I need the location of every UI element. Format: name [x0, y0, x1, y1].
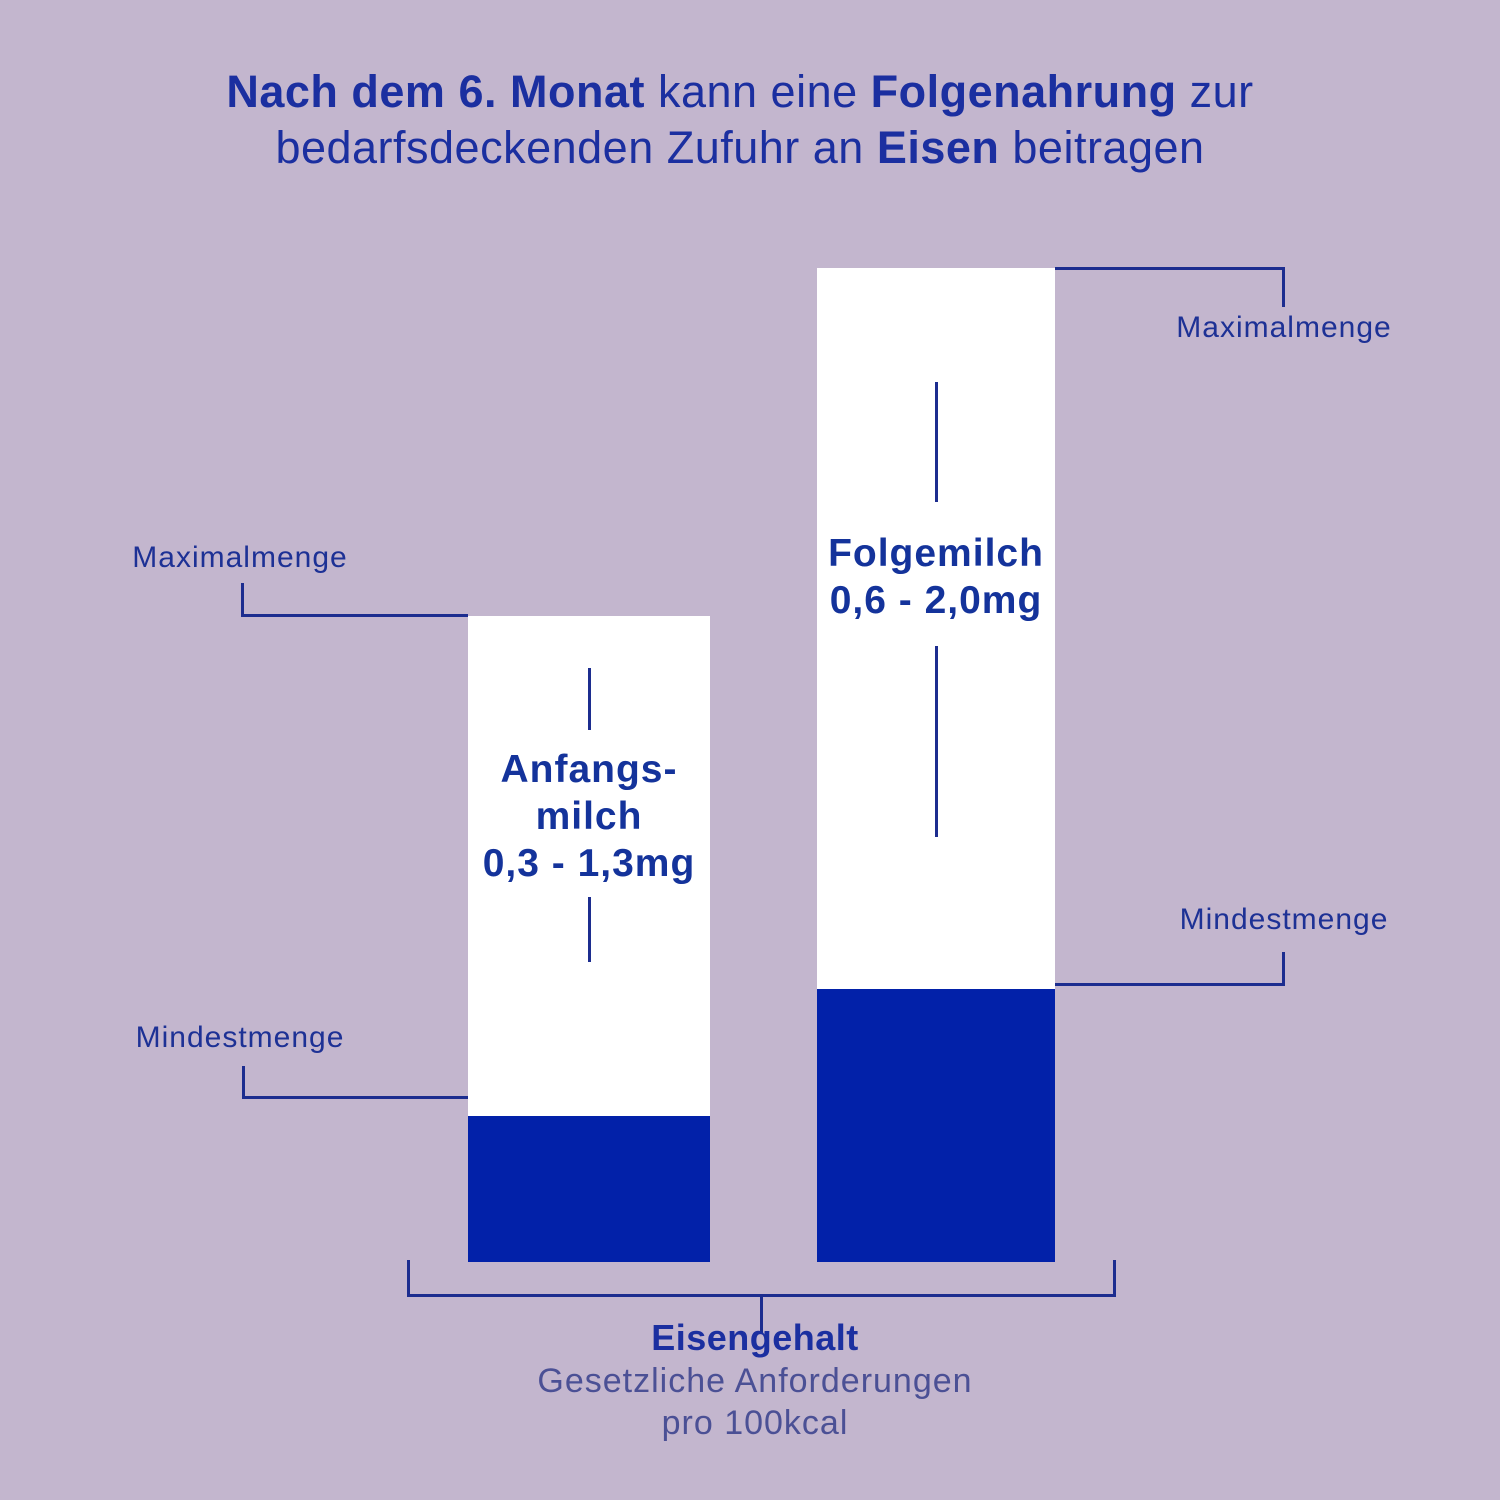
title-segment: beitragen — [999, 122, 1205, 173]
connector-mindestmenge-right-vertical — [1282, 952, 1285, 986]
title-segment: Nach dem 6. Monat — [226, 66, 645, 117]
connector-maximalmenge-left-horizontal — [241, 614, 468, 617]
connector-maximalmenge-right-vertical — [1282, 267, 1285, 307]
connector-maximalmenge-right-horizontal — [1055, 267, 1285, 270]
connector-mindestmenge-right-horizontal — [1055, 983, 1285, 986]
label-mindestmenge-right: Mindestmenge — [1179, 903, 1389, 936]
bar-folgemilch-top-tick — [935, 382, 938, 502]
bracket-center-tick — [760, 1294, 763, 1334]
label-mindestmenge-left: Mindestmenge — [135, 1021, 345, 1054]
axis-caption-title: Eisengehalt — [651, 1317, 859, 1358]
connector-mindestmenge-left-horizontal — [242, 1096, 468, 1099]
bracket-left-end — [407, 1260, 410, 1297]
bar-range-value: 0,6 - 2,0mg — [829, 579, 1043, 622]
axis-caption: Eisengehalt Gesetzliche Anforderungen pr… — [10, 1316, 1500, 1444]
title-segment: zur — [1176, 66, 1254, 117]
title-segment: Eisen — [876, 122, 1000, 173]
axis-caption-subtitle-1: Gesetzliche Anforderungen — [537, 1362, 973, 1400]
chart-title: Nach dem 6. Monat kann eine Folgenahrung… — [0, 64, 1480, 176]
bar-folgemilch-label: Folgemilch 0,6 - 2,0mg — [787, 530, 1085, 624]
bar-anfangsmilch-top-tick — [588, 668, 591, 730]
bar-folgemilch-min-fill — [817, 989, 1055, 1262]
bar-anfangsmilch-bottom-tick — [588, 897, 591, 962]
bar-name-line: milch — [535, 795, 643, 838]
bar-folgemilch: Folgemilch 0,6 - 2,0mg — [817, 268, 1055, 1262]
title-segment: kann eine — [644, 66, 871, 117]
bar-anfangsmilch: Anfangs- milch 0,3 - 1,3mg — [468, 616, 710, 1262]
title-line-1: Nach dem 6. Monat kann eine Folgenahrung… — [0, 64, 1480, 120]
connector-maximalmenge-left-vertical — [241, 583, 244, 617]
title-segment: bedarfsdeckenden Zufuhr an — [275, 122, 877, 173]
bar-name-line: Folgemilch — [828, 532, 1044, 575]
label-maximalmenge-left: Maximalmenge — [132, 541, 348, 574]
bar-folgemilch-bottom-tick — [935, 646, 938, 837]
axis-caption-subtitle-2: pro 100kcal — [661, 1404, 849, 1442]
title-segment: Folgenahrung — [870, 66, 1177, 117]
label-maximalmenge-right: Maximalmenge — [1176, 311, 1392, 344]
bar-anfangsmilch-min-fill — [468, 1116, 710, 1262]
bar-name-line: Anfangs- — [500, 748, 678, 791]
bracket-right-end — [1113, 1260, 1116, 1297]
bar-range-value: 0,3 - 1,3mg — [482, 842, 696, 885]
bar-anfangsmilch-label: Anfangs- milch 0,3 - 1,3mg — [438, 746, 740, 887]
connector-mindestmenge-left-vertical — [242, 1066, 245, 1099]
title-line-2: bedarfsdeckenden Zufuhr an Eisen beitrag… — [0, 120, 1480, 176]
